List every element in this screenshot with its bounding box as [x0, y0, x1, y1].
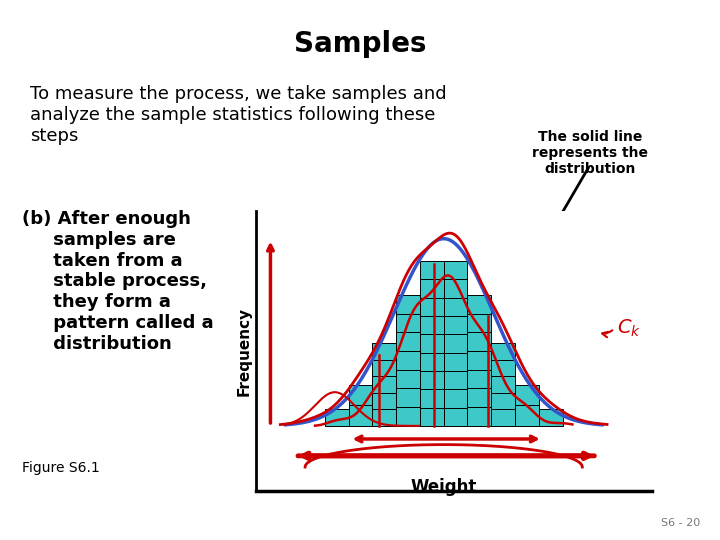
Bar [325, 409, 348, 426]
Text: Weight: Weight [410, 478, 477, 496]
Bar [444, 298, 467, 316]
Bar [420, 371, 444, 389]
Bar [372, 343, 396, 360]
Bar [396, 295, 420, 314]
Bar [348, 384, 372, 405]
Bar [396, 407, 420, 426]
Bar [491, 393, 515, 409]
Text: The solid line
represents the
distribution: The solid line represents the distributi… [532, 130, 648, 177]
Bar [491, 409, 515, 426]
Bar [420, 353, 444, 371]
Bar [491, 343, 515, 360]
Bar [396, 333, 420, 351]
Y-axis label: Frequency: Frequency [236, 306, 251, 396]
Bar [420, 389, 444, 408]
Bar [467, 370, 491, 388]
Bar [467, 333, 491, 351]
Bar [467, 407, 491, 426]
Bar [420, 261, 444, 279]
Bar [348, 405, 372, 426]
Bar [444, 353, 467, 371]
Bar [420, 316, 444, 334]
Bar [444, 408, 467, 426]
Bar [467, 388, 491, 407]
Bar [491, 376, 515, 393]
Bar [420, 408, 444, 426]
Bar [420, 279, 444, 298]
Bar [467, 351, 491, 370]
Bar [420, 334, 444, 353]
Text: (b) After enough
     samples are
     taken from a
     stable process,
     th: (b) After enough samples are taken from … [22, 210, 214, 353]
Bar [372, 409, 396, 426]
Bar [515, 384, 539, 405]
Bar [372, 376, 396, 393]
Bar [444, 316, 467, 334]
Bar [396, 370, 420, 388]
Text: To measure the process, we take samples and
analyze the sample statistics follow: To measure the process, we take samples … [30, 85, 446, 145]
Text: $\it{C_k}$: $\it{C_k}$ [617, 318, 641, 339]
Bar [444, 334, 467, 353]
Text: Figure S6.1: Figure S6.1 [22, 461, 100, 475]
Bar [396, 314, 420, 333]
Bar [467, 295, 491, 314]
Text: Samples: Samples [294, 30, 426, 58]
Bar [420, 298, 444, 316]
Bar [444, 261, 467, 279]
Text: S6 - 20: S6 - 20 [661, 518, 700, 528]
Bar [444, 389, 467, 408]
Bar [444, 279, 467, 298]
Bar [515, 405, 539, 426]
Bar [491, 360, 515, 376]
Bar [444, 371, 467, 389]
Bar [396, 351, 420, 370]
Bar [396, 388, 420, 407]
Bar [372, 360, 396, 376]
Bar [539, 409, 562, 426]
Bar [467, 314, 491, 333]
Bar [372, 393, 396, 409]
